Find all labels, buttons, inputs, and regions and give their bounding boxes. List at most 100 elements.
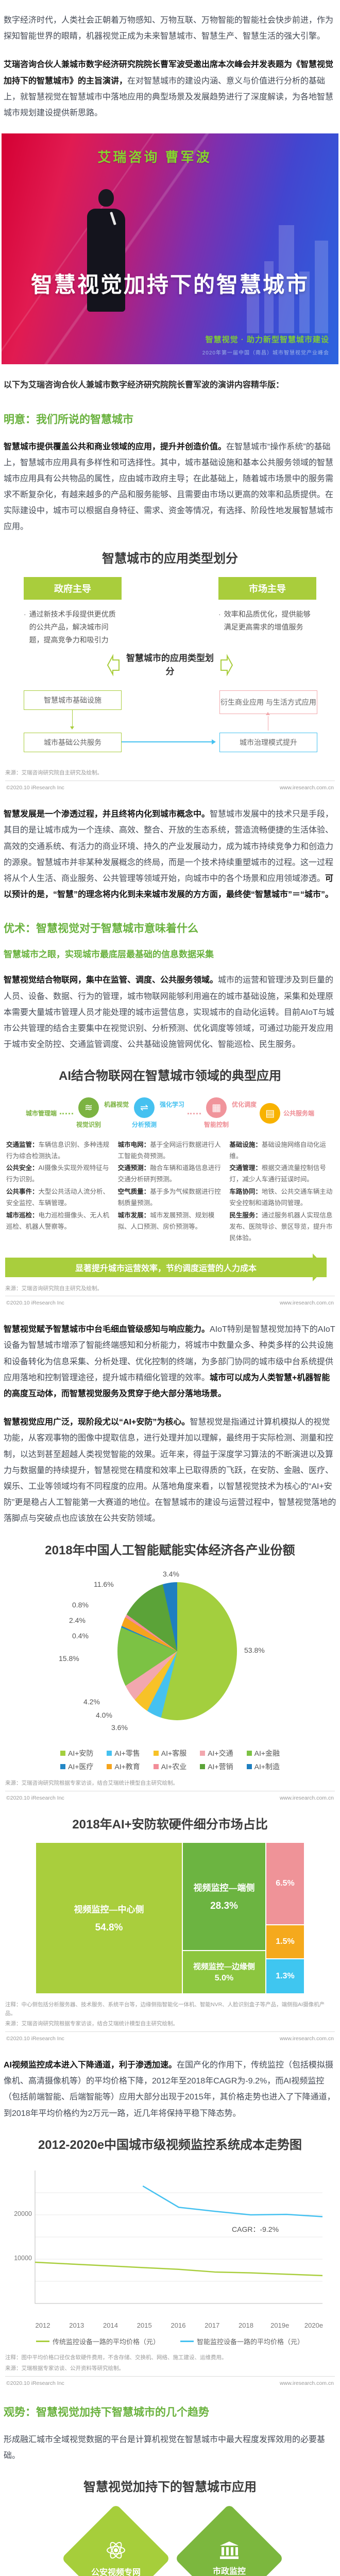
pie-label: 3.6% [111, 1723, 128, 1732]
pie-label: 11.6% [94, 1580, 114, 1588]
box-infrastructure: 智慧城市基础设施 [24, 690, 122, 710]
bullet-dot-icon: · [218, 609, 221, 618]
figure-title: 智慧视觉加持下的智慧城市应用 [83, 2480, 257, 2495]
section-heading-3: 观势：智慧视觉加持下智慧城市的几个趋势 [4, 2406, 209, 2418]
diamond-police-video: 公安视频专网 [61, 2504, 171, 2576]
flow-machine-vision: 机器视觉 [104, 1100, 129, 1108]
box-derived-business: 衍生商业应用 与生活方式应用 [219, 690, 317, 715]
speaker-body [87, 209, 125, 312]
p3-bold: 智慧城市提供覆盖公共和商业领域的应用，提升并创造价值。 [4, 442, 227, 451]
aiot-column-2: 城市电网：基于全网运行数据进行人工智能负荷预测。 交通预测：融合车辆和道路信息进… [117, 1141, 221, 1230]
cagr-annotation: CAGR：-9.2% [232, 2225, 279, 2234]
pie-circle [117, 1582, 237, 1720]
paragraph-smart-city-value: 智慧城市提供覆盖公共和商业领域的应用，提升并创造价值。在智慧城市“操作系统”的基… [4, 439, 336, 535]
figure-title: AI结合物联网在智慧城市领域的典型应用 [59, 1069, 281, 1083]
aiot-flow-diagram: 城市管理端 ≋ 视觉识别 机器视觉 ⇌ 分析预测 强化学习 ▦ 智能控制 优化调… [0, 1094, 340, 1130]
site-link[interactable]: www.iresearch.com.cn [279, 1300, 334, 1307]
p8-bold: AI视频监控成本进入下降通道，利于渗透加速。 [4, 2061, 177, 2070]
treemap-chart: 视频监控—中心侧 54.8% 视频监控—端侧 28.3% 视频监控—边缘侧 5.0% … [36, 1842, 304, 1993]
treemap-block-other-2: 1.5% [266, 1925, 304, 1958]
box-governance: 城市治理模式提升 [219, 733, 317, 753]
section-subheading-2: 智慧城市之眼，实现城市最底层最基础的信息数据采集 [4, 950, 214, 960]
gov-header-bar: 政府主导 [24, 577, 122, 600]
site-link[interactable]: www.iresearch.com.cn [279, 2380, 334, 2386]
source-line: 来源：艾瑞咨询研究院根据专家访谈，结合艾瑞统计模型自主研究绘制。 [5, 1780, 178, 1786]
iresearch-footer: ©2020.10 iResearch Inc www.iresearch.com… [5, 781, 335, 791]
legend-line-swatch [36, 2341, 49, 2343]
treemap-block-center: 视频监控—中心侧 54.8% [36, 1842, 182, 1993]
pie-label: 4.0% [96, 1710, 112, 1719]
figure-smart-vision-apps: 智慧视觉加持下的智慧城市应用 公安视频专网 [0, 2479, 340, 2576]
aiot-column-1: 交通监管：车辆信息识别、多种违规行为综合检测执法。 公共安全：AI摄像头实现外观… [6, 1141, 110, 1230]
legend-line-swatch [180, 2341, 194, 2343]
pie-label: 0.4% [72, 1631, 89, 1640]
site-link[interactable]: www.iresearch.com.cn [279, 785, 334, 791]
x-axis-labels: 2012 2013 2014 2015 2016 2017 2018 2019e 202… [35, 2321, 324, 2330]
y-axis-tick: 20000 [14, 2210, 32, 2218]
chevron-right-icon [220, 654, 233, 676]
site-link[interactable]: www.iresearch.com.cn [279, 1794, 334, 1801]
figure-line-chart: 2012-2020e中国城市级视频监控系统成本走势图 10000 20000 C… [0, 2137, 340, 2386]
hero-title: 智慧视觉加持下的智慧城市 [30, 273, 309, 297]
copyright-text: ©2020.10 iResearch Inc [6, 2380, 64, 2386]
flow-service-endpoint: ▤ [260, 1103, 281, 1124]
source-line: 来源：艾瑞咨询研究院根据专家访谈，结合艾瑞统计模型自主研究绘制。 [5, 2021, 178, 2027]
p4-bold: 智慧发展是一个渗透过程，并且终将内化到城市概念中。 [4, 810, 210, 819]
benefit-arrow-banner: 显著提升城市运营效率，节约调度运营的人力成本 [5, 1253, 327, 1281]
pie-legend-row-1: AI+安防 AI+零售 AI+客服 AI+交通 AI+金融 [0, 1748, 340, 1758]
speaker-paragraph-bold: 艾瑞咨询合伙人兼城市数字经济研究院院长曹军波受邀出席本次峰会并发表题为《智慧视觉… [4, 60, 334, 86]
hero-banner-image: 艾瑞咨询 曹军波 智慧视觉加持下的智慧城市 智慧视觉 · 助力新型智慧城市建设 … [2, 133, 338, 365]
p4-bold2: 可以预计的是，“智慧”的理念将内化到未来城市发展的方方面，最终使“智慧城市”＝“… [4, 874, 334, 900]
pie-label: 0.8% [72, 1600, 89, 1609]
legend-swatch [60, 1750, 65, 1756]
flow-public-service: 公共服务端 [283, 1109, 315, 1117]
types-center: 智慧城市的应用类型划分 [0, 652, 340, 678]
pie-label: 4.2% [83, 1697, 100, 1706]
line-legend: 传统监控设备一路的平均价格（元） 智能监控设备一路的平均价格（元） [0, 2336, 340, 2346]
grid-icon: ▦ [206, 1097, 227, 1118]
flow-smart-control: ▦ 智能控制 [204, 1097, 229, 1129]
chart-title: 2018年AI+安防软硬件细分市场占比 [72, 1817, 268, 1832]
aiot-column-3: 基础设施：基础设施网络自动化运维。 交通管理：根据交通流量控制信号灯，减少人车通… [229, 1141, 333, 1242]
gov-bullet: · 通过新技术手段提供更优质的公共产品，解决城市问题，提高竞争力和吸引力 [24, 608, 122, 647]
pie-label: 53.8% [244, 1646, 265, 1654]
atom-icon [107, 2542, 125, 2559]
figure-app-type-split: 智慧城市的应用类型划分 政府主导 · 通过新技术手段提供更优质的公共产品，解决城市… [0, 551, 340, 791]
figure-title: 智慧城市的应用类型划分 [102, 551, 238, 566]
p3-rest: 在智慧城市“操作系统”的基础上，智慧城市应用具有多样性和可选择性。其中，城市基础… [4, 442, 334, 532]
y-axis-tick: 10000 [14, 2255, 32, 2262]
iresearch-footer: ©2020.10 iResearch Inc www.iresearch.com… [5, 2376, 335, 2386]
pie-legend-row-2: AI+医疗 AI+教育 AI+农业 AI+营销 AI+制造 [0, 1761, 340, 1772]
gov-column: 政府主导 · 通过新技术手段提供更优质的公共产品，解决城市问题，提高竞争力和吸引力 [24, 577, 122, 647]
site-link[interactable]: www.iresearch.com.cn [279, 2036, 334, 2042]
speaker-paragraph: 艾瑞咨询合伙人兼城市数字经济研究院院长曹军波受邀出席本次峰会并发表题为《智慧视觉… [4, 57, 336, 121]
hero-slogan: 智慧视觉 · 助力新型智慧城市建设 [205, 335, 329, 345]
p8-rest: 在国产化的作用下，传统监控（包括模拟摄像机、高清摄像机等）的平均价格下降，201… [4, 2061, 335, 2118]
list-icon: ▤ [260, 1103, 281, 1124]
speaker-photo [83, 189, 129, 323]
copyright-text: ©2020.10 iResearch Inc [6, 2036, 64, 2042]
types-grid: 政府主导 · 通过新技术手段提供更优质的公共产品，解决城市问题，提高竞争力和吸引力… [0, 577, 340, 647]
paragraph-cost-decline: AI视频监控成本进入下降通道，利于渗透加速。在国产化的作用下，传统监控（包括模拟… [4, 2057, 336, 2122]
paragraph-capillary: 智慧视觉赋予智慧城市中台毛细血管级感知与响应能力。AIoT特别是智慧视觉加持下的… [4, 1321, 336, 1402]
chart-title: 2018年中国人工智能赋能实体经济各产业份额 [45, 1543, 295, 1557]
paragraph-aiot: 智慧视觉结合物联网，集中在监管、调度、公共服务领域。城市的运营和管理涉及到巨量的… [4, 972, 336, 1053]
flow-reinforcement-learning: 强化学习 [160, 1100, 185, 1108]
hero-speaker-line: 艾瑞咨询 曹军波 [97, 149, 212, 165]
p5-bold: 智慧视觉结合物联网，集中在监管、调度、公共服务领域。 [4, 976, 218, 985]
bank-icon [220, 2541, 239, 2560]
types-center-label: 智慧城市的应用类型划分 [126, 653, 214, 676]
copyright-text: ©2020.10 iResearch Inc [6, 1300, 64, 1307]
pie-label: 15.8% [59, 1654, 79, 1663]
paragraph-ai-security: 智慧视觉应用广泛，现阶段尤以“AI+安防”为核心。智慧视觉是指通过计算机模拟人的… [4, 1414, 336, 1527]
treemap-block-other-3: 1.3% [266, 1959, 304, 1993]
p6-mid: AIoT特别是智慧视觉加持下的AIoT设备为智慧城市增添了智能终端感知和分析能力… [4, 1325, 335, 1382]
market-bullet: · 效率和品质优化，提供能够满足更高需求的增值服务 [218, 608, 316, 634]
flow-analysis-prediction: ⇌ 分析预测 [132, 1097, 157, 1129]
dotted-connector [59, 1112, 73, 1114]
market-column: 市场主导 · 效率和品质优化，提供能够满足更高需求的增值服务 [218, 577, 316, 647]
down-arrow-icon [70, 710, 74, 730]
copyright-text: ©2020.10 iResearch Inc [6, 785, 64, 791]
iresearch-footer: ©2020.10 iResearch Inc www.iresearch.com… [5, 1296, 335, 1306]
